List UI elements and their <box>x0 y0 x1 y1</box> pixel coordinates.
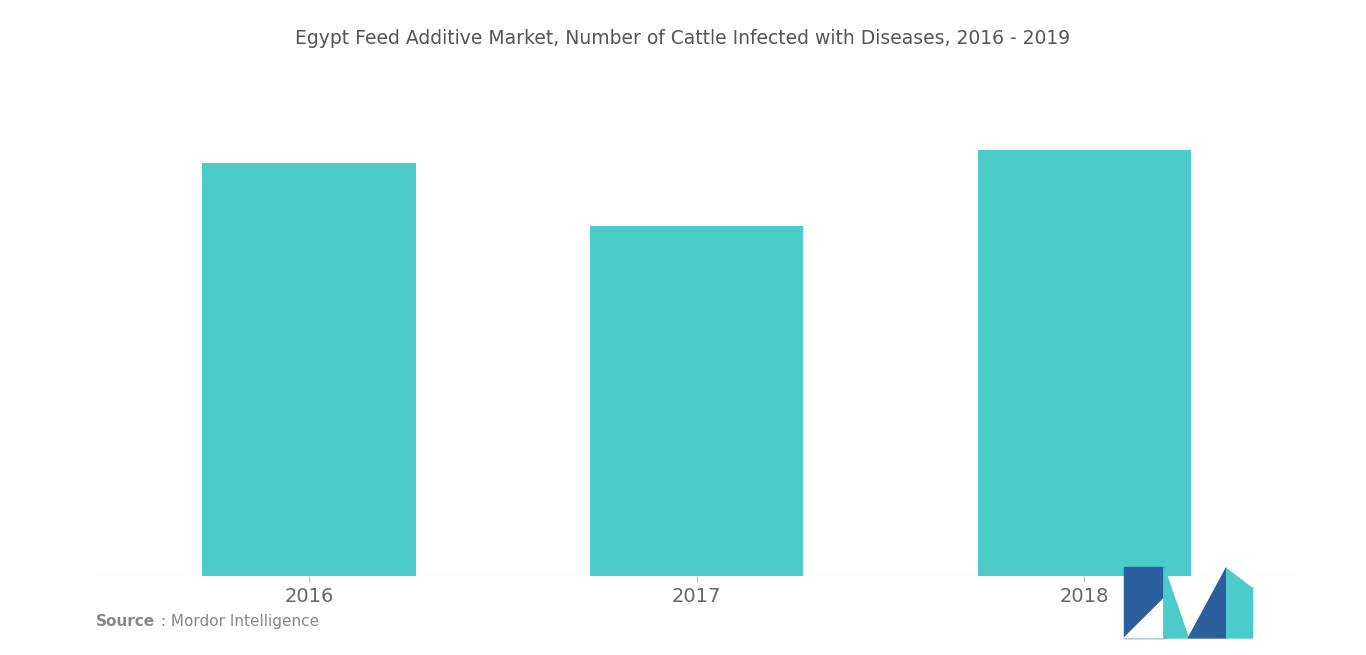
Polygon shape <box>1227 567 1253 587</box>
Bar <box>978 150 1191 576</box>
Text: Source: Source <box>96 614 154 629</box>
Polygon shape <box>1188 567 1227 638</box>
Bar <box>202 163 415 576</box>
Bar <box>590 226 803 576</box>
Text: : Mordor Intelligence: : Mordor Intelligence <box>156 614 318 629</box>
Text: Egypt Feed Additive Market, Number of Cattle Infected with Diseases, 2016 - 2019: Egypt Feed Additive Market, Number of Ca… <box>295 29 1071 48</box>
Polygon shape <box>1124 567 1164 638</box>
Polygon shape <box>1124 599 1164 638</box>
Polygon shape <box>1227 567 1253 638</box>
Polygon shape <box>1164 567 1188 638</box>
